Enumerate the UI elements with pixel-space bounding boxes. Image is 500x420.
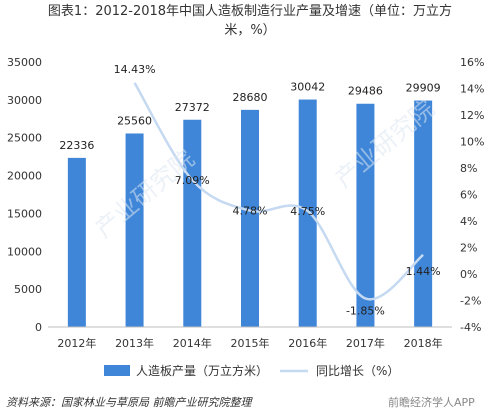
- bar: [356, 103, 375, 327]
- bar-value-label: 29486: [348, 85, 383, 98]
- legend-label-bar: 人造板产量（万立方米）: [136, 363, 268, 378]
- bar-value-label: 25560: [117, 114, 152, 127]
- y-right-tick-label: 10%: [460, 136, 484, 149]
- bar: [241, 109, 259, 327]
- growth-line: [133, 82, 424, 301]
- bar: [67, 157, 86, 327]
- bar: [183, 119, 202, 328]
- y-left-tick-label: 30000: [7, 94, 42, 107]
- chart-title: 图表1：2012-2018年中国人造板制造行业产量及增速（单位：万立方 米，%）: [0, 2, 500, 44]
- y-right-tick-label: 16%: [460, 56, 484, 69]
- bar-value-label: 29909: [406, 82, 441, 95]
- y-left-tick-label: 35000: [7, 56, 42, 69]
- bar-value-label: 27372: [175, 101, 210, 114]
- bar: [414, 100, 433, 327]
- y-left-tick-label: 10000: [7, 245, 42, 258]
- source-note: 资料来源：国家林业与草原局 前瞻产业研究院整理: [6, 396, 252, 409]
- y-left-tick-label: 15000: [7, 207, 42, 220]
- y-right-tick-label: 8%: [460, 162, 477, 175]
- line-value-label: 4.75%: [290, 205, 325, 218]
- y-right-tick-label: 4%: [460, 215, 477, 228]
- x-tick-label: 2013年: [115, 336, 154, 350]
- y-right-tick-label: 0%: [460, 268, 477, 281]
- line-value-label: 7.09%: [175, 174, 210, 187]
- chart-title-line1: 图表1：2012-2018年中国人造板制造行业产量及增速（单位：万立方: [47, 4, 453, 19]
- y-right-tick-label: 2%: [460, 242, 477, 255]
- y-right-tick-label: -4%: [460, 321, 481, 334]
- bar: [298, 99, 317, 327]
- y-right-tick-label: 14%: [460, 83, 484, 96]
- x-tick-label: 2014年: [173, 336, 212, 350]
- x-tick-label: 2018年: [404, 336, 443, 350]
- x-tick-label: 2017年: [346, 336, 385, 350]
- bar-value-label: 22336: [59, 139, 94, 152]
- line-value-label: 4.78%: [233, 205, 268, 218]
- y-right-tick-label: -2%: [460, 295, 481, 308]
- y-left-tick-label: 0: [35, 321, 42, 334]
- y-left-tick-label: 20000: [7, 170, 42, 183]
- chart-title-line2: 米，%）: [224, 23, 276, 38]
- y-right-tick-label: 12%: [460, 109, 484, 122]
- bar: [125, 133, 144, 327]
- watermark-text: 前瞻经济学人APP: [388, 396, 475, 409]
- x-tick-label: 2016年: [288, 336, 327, 350]
- y-left-tick-label: 5000: [14, 283, 42, 296]
- x-tick-label: 2012年: [57, 336, 96, 350]
- line-value-label: -1.85%: [346, 305, 385, 318]
- x-tick-label: 2015年: [231, 336, 270, 350]
- line-value-label: 14.43%: [114, 63, 156, 76]
- bar-value-label: 28680: [233, 91, 268, 104]
- legend-swatch-bar: [104, 365, 130, 376]
- legend-label-line: 同比增长（%）: [316, 364, 399, 378]
- line-value-label: 1.44%: [406, 265, 441, 278]
- y-right-tick-label: 6%: [460, 189, 477, 202]
- bar-value-label: 30042: [290, 81, 325, 94]
- y-left-tick-label: 25000: [7, 132, 42, 145]
